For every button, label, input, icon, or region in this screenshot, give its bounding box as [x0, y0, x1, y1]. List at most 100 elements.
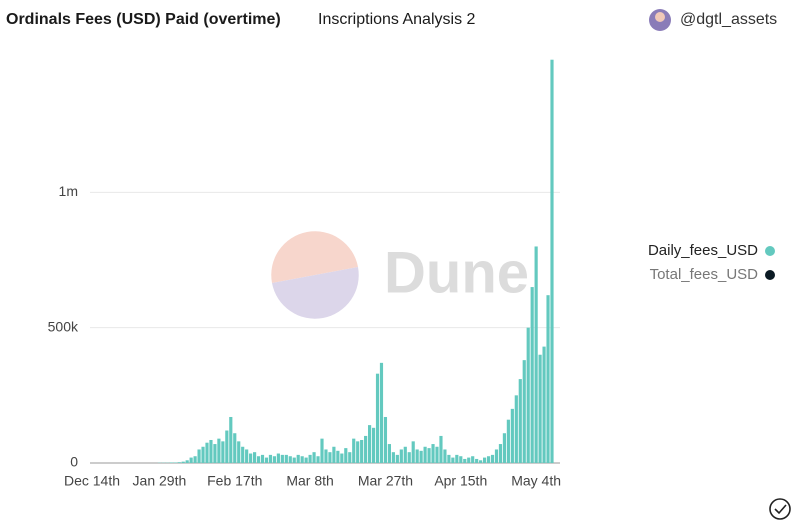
bar: [411, 441, 415, 463]
x-tick-label: Dec 14th: [64, 473, 120, 489]
y-tick-label: 0: [70, 454, 78, 470]
bar: [423, 446, 427, 463]
bar: [399, 449, 403, 463]
bar: [229, 416, 233, 463]
bar: [221, 441, 225, 463]
bar: [249, 453, 253, 463]
avatar-face: [655, 12, 665, 22]
chart-title: Ordinals Fees (USD) Paid (overtime): [6, 11, 281, 28]
bar: [506, 419, 510, 463]
legend-label: Total_fees_USD: [650, 266, 759, 283]
bar: [550, 59, 554, 463]
bar: [486, 456, 491, 463]
bar: [447, 454, 451, 463]
x-tick-label: May 4th: [511, 473, 561, 489]
legend-swatch: [765, 270, 775, 280]
bar: [360, 439, 364, 463]
bar: [276, 453, 280, 463]
bar: [407, 452, 411, 463]
bar: [209, 439, 213, 463]
bar: [288, 456, 292, 463]
bar: [530, 287, 534, 463]
bar: [522, 360, 526, 463]
bar: [483, 457, 487, 463]
bar: [197, 449, 201, 463]
bar: [534, 246, 538, 463]
bar: [514, 395, 518, 463]
author[interactable]: @dgtl_assets: [680, 11, 777, 28]
bar: [233, 433, 237, 463]
bar: [387, 444, 391, 463]
bar: [427, 448, 431, 463]
bar: [542, 346, 546, 463]
bar: [316, 456, 320, 463]
bar: [245, 449, 249, 463]
bar: [451, 457, 455, 463]
bar: [435, 446, 439, 463]
bar: [264, 457, 269, 463]
bar: [336, 450, 340, 463]
bar: [364, 435, 368, 463]
bar: [280, 454, 284, 463]
bar: [241, 446, 245, 463]
bar: [356, 441, 360, 463]
x-tick-label: Feb 17th: [207, 473, 262, 489]
bar: [201, 446, 205, 463]
x-tick-label: Mar 27th: [358, 473, 413, 489]
y-tick-label: 500k: [48, 318, 79, 334]
bar: [296, 454, 300, 463]
bar: [546, 295, 550, 463]
bar: [463, 458, 467, 463]
bar: [415, 449, 419, 463]
bar: [292, 457, 296, 463]
check-icon[interactable]: [769, 498, 791, 520]
bar: [268, 454, 273, 463]
bar: [173, 462, 177, 463]
bar: [324, 449, 328, 463]
legend-label: Daily_fees_USD: [648, 242, 758, 259]
bar: [344, 448, 348, 463]
bar: [455, 454, 459, 463]
bar: [471, 456, 475, 463]
bar: [237, 441, 241, 463]
bar: [225, 430, 229, 463]
bar: [272, 456, 276, 463]
y-tick-label: 1m: [59, 183, 78, 199]
bar: [498, 444, 503, 463]
bar: [368, 425, 372, 463]
bar: [348, 452, 352, 463]
bar: [431, 444, 435, 463]
bar: [459, 456, 463, 463]
bar: [502, 433, 506, 463]
bar: [371, 427, 376, 463]
bar: [185, 460, 189, 463]
bar: [479, 460, 483, 463]
bar: [383, 416, 388, 463]
bar: [181, 461, 185, 463]
legend-swatch: [765, 246, 775, 256]
bar: [312, 452, 316, 463]
bar: [256, 456, 261, 463]
bar: [391, 452, 395, 463]
bar: [352, 438, 356, 463]
bar: [328, 452, 332, 463]
bar: [475, 458, 479, 463]
bar: [375, 373, 380, 463]
bar: [518, 379, 522, 463]
bar: [443, 449, 447, 463]
bar: [332, 446, 336, 463]
bar: [177, 462, 181, 463]
bar: [419, 450, 423, 463]
bar: [304, 457, 308, 463]
bar: [213, 444, 217, 463]
bar: [169, 462, 173, 463]
bar: [538, 354, 542, 463]
x-tick-label: Mar 8th: [286, 473, 333, 489]
x-tick-label: Jan 29th: [133, 473, 187, 489]
bar: [395, 454, 399, 463]
bar: [490, 454, 495, 463]
bar: [494, 449, 499, 463]
bar: [253, 452, 257, 463]
bar: [217, 438, 221, 463]
